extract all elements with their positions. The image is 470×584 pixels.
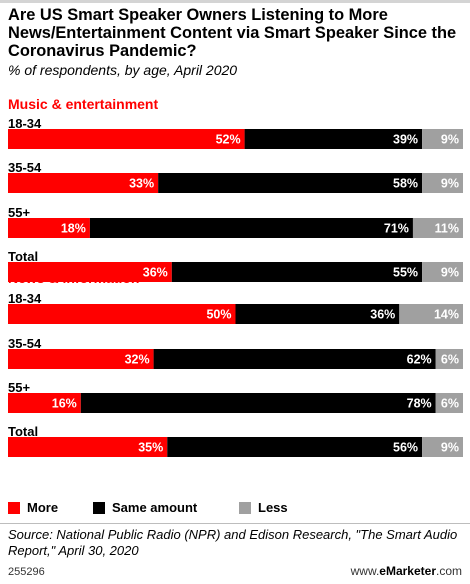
brand-suffix: .com [435,564,462,578]
data-label-less-news-information-total: 9% [441,441,459,455]
data-label-same-amount-news-information-18-34: 36% [370,308,395,322]
data-label-same-amount-news-information-35-54: 62% [407,353,432,367]
data-label-less-music-entertainment-35-54: 9% [441,177,459,191]
top-rule [0,0,470,3]
category-label-35-54: 35-54 [8,160,42,175]
bar-more-music-entertainment-total [8,262,172,282]
source-note: Source: National Public Radio (NPR) and … [8,527,458,558]
bar-same-amount-music-entertainment-total [171,262,423,282]
data-label-same-amount-music-entertainment-35-54: 58% [393,177,418,191]
category-label-18-34: 18-34 [8,116,42,131]
data-label-more-music-entertainment-18-34: 52% [216,133,241,147]
bar-same-amount-news-information-35-54 [153,349,436,369]
bar-more-news-information-18-34 [8,304,236,324]
bar-less-news-information-35-54 [435,349,463,369]
legend-item-same-amount: Same amount [93,500,197,515]
bar-less-news-information-55 [435,393,463,413]
data-label-more-news-information-total: 35% [138,441,163,455]
category-label-55: 55+ [8,205,30,220]
bar-less-news-information-18-34 [399,304,463,324]
data-label-less-news-information-35-54: 6% [441,353,459,367]
data-label-more-news-information-18-34: 50% [206,308,231,322]
data-label-same-amount-news-information-55: 78% [407,397,432,411]
data-label-more-music-entertainment-total: 36% [143,266,168,280]
data-label-more-news-information-55: 16% [52,397,77,411]
data-label-more-music-entertainment-35-54: 33% [129,177,154,191]
bar-more-news-information-55 [8,393,81,413]
bar-more-news-information-35-54 [8,349,154,369]
category-label-total: Total [8,249,38,264]
chart-id: 255296 [8,566,45,578]
brand-prefix: www. [350,564,380,578]
data-label-more-news-information-35-54: 32% [125,353,150,367]
data-label-less-music-entertainment-total: 9% [441,266,459,280]
data-label-same-amount-music-entertainment-55: 71% [384,222,409,236]
legend-item-less: Less [239,500,288,515]
data-label-less-news-information-18-34: 14% [434,308,459,322]
data-label-less-music-entertainment-18-34: 9% [441,133,459,147]
legend-swatch-same-amount [93,501,105,514]
legend-swatch-more [8,501,20,514]
data-label-same-amount-news-information-total: 56% [393,441,418,455]
bar-more-music-entertainment-55 [8,218,90,238]
bar-less-news-information-total [422,437,463,457]
category-label-35-54: 35-54 [8,336,42,351]
data-label-same-amount-music-entertainment-total: 55% [393,266,418,280]
bar-less-music-entertainment-55 [412,218,463,238]
legend-label-more: More [27,500,59,515]
data-label-less-music-entertainment-55: 11% [435,222,459,236]
source-divider [0,523,470,524]
data-label-less-news-information-55: 6% [441,397,459,411]
legend-item-more: More [8,500,58,515]
brand-name: eMarketer [379,564,436,578]
data-label-more-music-entertainment-55: 18% [61,222,86,236]
category-label-total: Total [8,424,38,439]
bar-less-music-entertainment-total [422,262,463,282]
bar-same-amount-music-entertainment-35-54 [158,173,423,193]
bar-same-amount-music-entertainment-18-34 [244,129,423,149]
bar-same-amount-music-entertainment-55 [89,218,413,238]
section-title-music-entertainment: Music & entertainment [8,96,158,112]
bar-less-music-entertainment-35-54 [422,173,463,193]
brand-logo[interactable]: www.eMarketer.com [351,564,462,578]
legend-label-less: Less [258,500,288,515]
bar-more-news-information-total [8,437,168,457]
legend-swatch-less [239,501,251,514]
stacked-bar-chart: Music & entertainment 18-34 52% 39% 9% 35-54 3… [8,96,463,457]
bar-same-amount-news-information-55 [80,393,436,413]
category-label-18-34: 18-34 [8,291,42,306]
bar-more-music-entertainment-35-54 [8,173,159,193]
category-label-55: 55+ [8,380,30,395]
section-title-news-information: News & information [8,270,139,286]
bar-same-amount-news-information-total [167,437,423,457]
bar-more-music-entertainment-18-34 [8,129,245,149]
data-label-same-amount-music-entertainment-18-34: 39% [393,133,418,147]
bar-less-music-entertainment-18-34 [422,129,463,149]
chart-subtitle: % of respondents, by age, April 2020 [8,62,238,78]
bar-same-amount-news-information-18-34 [235,304,400,324]
chart-title: Are US Smart Speaker Owners Listening to… [8,6,457,60]
legend-label-same-amount: Same amount [112,500,198,515]
